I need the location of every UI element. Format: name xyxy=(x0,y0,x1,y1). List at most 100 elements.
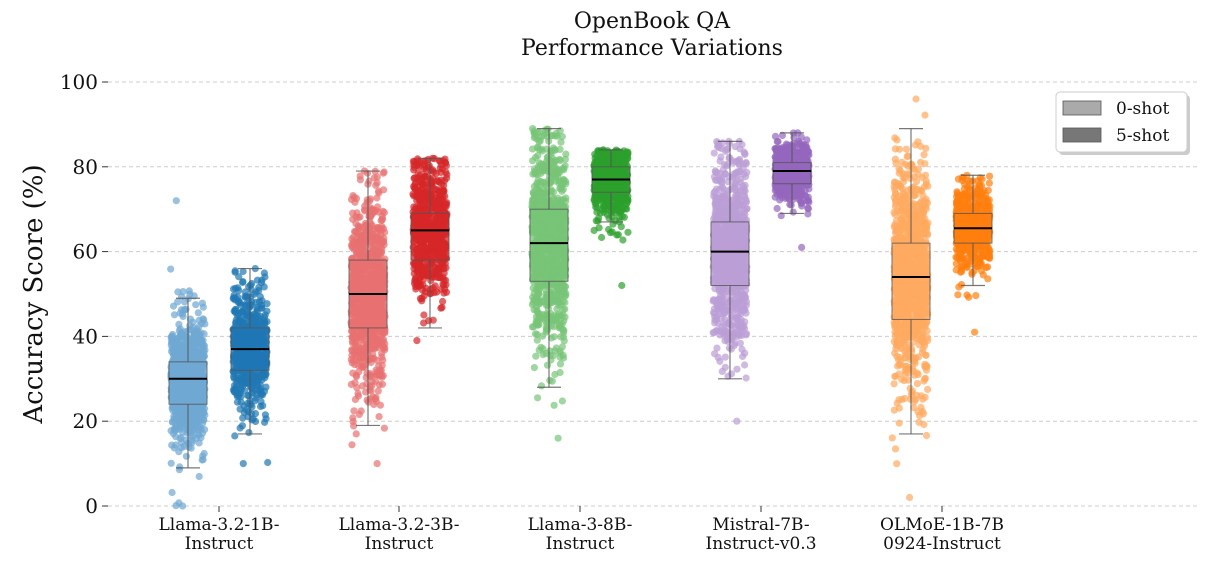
strip-point xyxy=(249,415,257,423)
strip-point xyxy=(373,236,381,245)
strip-point xyxy=(167,265,175,273)
strip-point xyxy=(191,355,199,363)
strip-point xyxy=(370,336,378,344)
strip-point xyxy=(182,452,190,460)
strip-point xyxy=(375,413,383,421)
strip-point xyxy=(175,350,183,358)
strip-point xyxy=(559,326,567,334)
strip-point xyxy=(906,493,914,502)
strip-point xyxy=(350,407,358,415)
strip-point xyxy=(560,333,568,341)
strip-point xyxy=(239,278,247,286)
strip-point xyxy=(189,323,197,331)
strip-point xyxy=(366,195,375,203)
strip-point xyxy=(175,466,183,474)
strip-point xyxy=(721,363,729,371)
strip-point xyxy=(348,346,356,354)
strip-point xyxy=(535,317,543,325)
strip-point xyxy=(530,194,538,202)
strip-point xyxy=(176,405,184,414)
strip-point xyxy=(712,176,720,184)
strip-point xyxy=(352,228,360,236)
strip-point xyxy=(199,452,207,460)
strip-point xyxy=(378,373,386,381)
strip-point xyxy=(562,150,570,158)
strip-point xyxy=(348,327,356,335)
strip-point xyxy=(373,173,381,181)
strip-point xyxy=(170,354,178,362)
strip-point xyxy=(171,345,179,354)
strip-point xyxy=(537,382,546,390)
strip-point xyxy=(920,151,928,159)
strip-point xyxy=(355,240,363,249)
strip-point xyxy=(373,194,381,202)
strip-point xyxy=(888,434,896,442)
strip-point xyxy=(529,284,537,292)
strip-point xyxy=(921,160,929,168)
strip-point xyxy=(357,407,365,415)
strip-point xyxy=(559,306,567,314)
strip-point xyxy=(924,385,932,393)
strip-point xyxy=(557,138,565,146)
strip-point xyxy=(711,350,719,358)
strip-point xyxy=(727,321,735,329)
strip-point xyxy=(923,334,932,342)
strip-point xyxy=(714,139,722,147)
strip-point xyxy=(720,194,728,202)
strip-point xyxy=(379,169,387,177)
strip-point xyxy=(728,336,736,344)
strip-point xyxy=(742,330,751,338)
strip-point xyxy=(194,404,202,412)
strip-point xyxy=(711,188,719,196)
strip-point xyxy=(558,397,567,405)
strip-point xyxy=(370,342,378,350)
strip-point xyxy=(902,319,910,327)
strip-point xyxy=(891,328,899,336)
strip-point xyxy=(713,195,722,203)
strip-point xyxy=(181,355,189,363)
strip-point xyxy=(196,336,204,344)
strip-point xyxy=(561,292,569,301)
strip-point xyxy=(892,189,900,197)
strip-point xyxy=(917,392,925,400)
strip-point xyxy=(376,339,384,347)
strip-point xyxy=(895,234,903,242)
strip-point xyxy=(550,195,558,203)
strip-point xyxy=(891,178,899,187)
strip-point xyxy=(361,363,369,371)
strip-point xyxy=(529,157,537,165)
strip-point xyxy=(710,149,718,157)
strip-point xyxy=(900,198,908,206)
strip-point xyxy=(554,434,562,442)
strip-point xyxy=(172,197,180,205)
strip-point xyxy=(356,213,364,221)
strip-point xyxy=(378,239,386,247)
strip-point xyxy=(380,186,388,194)
strip-point xyxy=(534,394,542,402)
strip-point xyxy=(540,281,548,289)
strip-point xyxy=(741,150,749,159)
strip-point xyxy=(172,412,180,420)
strip-point xyxy=(913,201,921,209)
strip-point xyxy=(541,188,549,196)
strip-point xyxy=(731,179,739,187)
strip-point xyxy=(195,316,203,324)
strip-point xyxy=(743,168,751,176)
strip-point xyxy=(245,429,253,437)
strip-point xyxy=(734,198,743,206)
strip-point xyxy=(372,181,380,189)
strip-point xyxy=(168,441,176,449)
strip-point xyxy=(919,220,928,228)
strip-point xyxy=(354,390,362,398)
strip-point xyxy=(716,208,724,216)
strip-point xyxy=(189,432,197,440)
strip-point xyxy=(913,207,922,216)
strip-point xyxy=(900,341,908,349)
strip-point xyxy=(551,370,559,379)
strip-point xyxy=(900,178,908,186)
strip-point xyxy=(533,336,541,344)
strip-point xyxy=(167,459,175,467)
grid-lines xyxy=(108,81,1198,507)
strip-point xyxy=(532,294,541,302)
strip-point xyxy=(552,164,560,172)
